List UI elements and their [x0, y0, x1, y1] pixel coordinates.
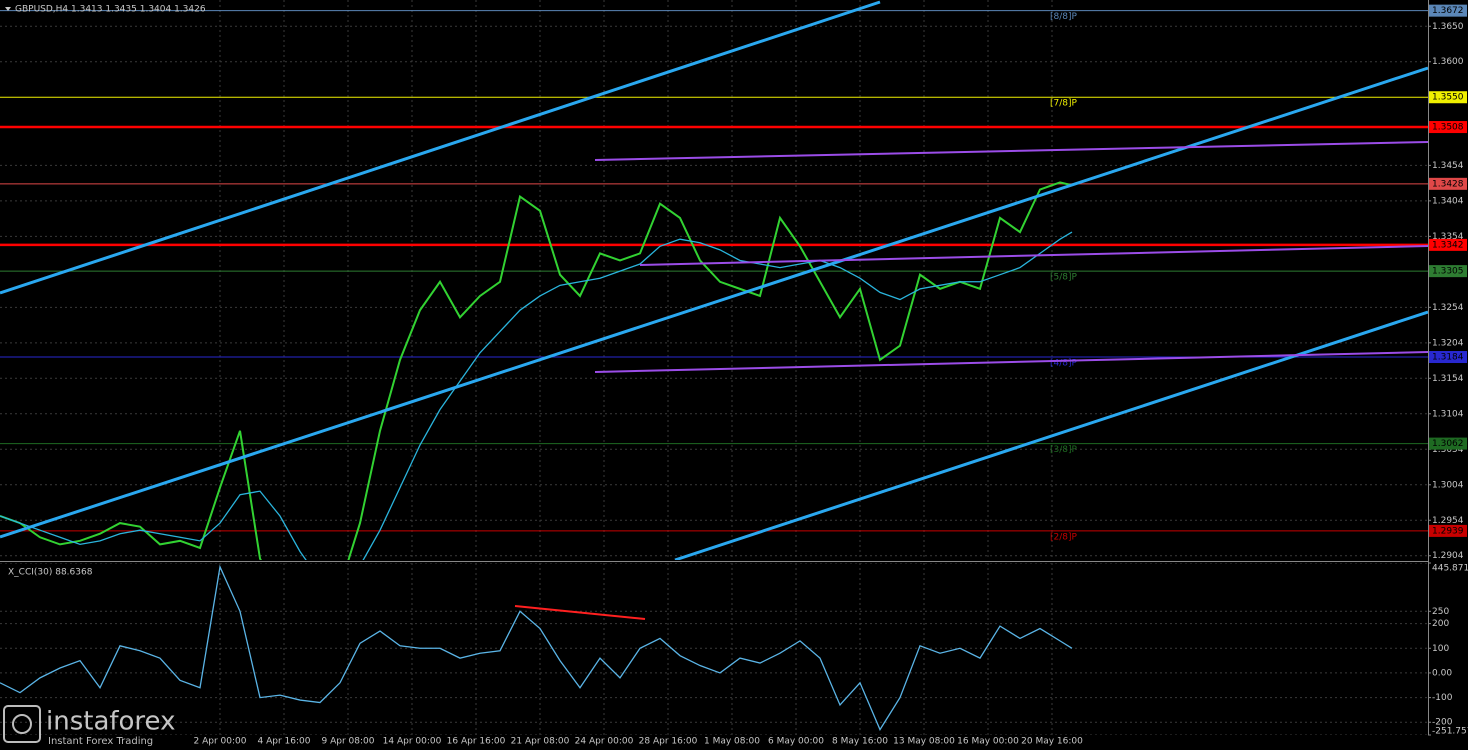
y-tick-label: 1.3600 [1432, 57, 1464, 67]
level-label: 1.3508 [1432, 123, 1464, 133]
level-tag: [8/8]P [1050, 12, 1078, 22]
level-tag: [7/8]P [1050, 99, 1078, 109]
x-tick-label: 16 Apr 16:00 [447, 737, 506, 747]
y-tick-label: 1.3454 [1432, 161, 1464, 171]
y-tick-label: 1.2904 [1432, 551, 1464, 561]
level-label-box [1429, 121, 1467, 134]
y-tick-label: 1.3154 [1432, 374, 1464, 384]
y-tick-label: 1.3354 [1432, 232, 1464, 242]
logo [12, 714, 32, 734]
level-tag: [3/8]P [1050, 445, 1078, 455]
x-tick-label: 2 Apr 00:00 [194, 737, 247, 747]
y-tick-label: 100 [1432, 644, 1449, 654]
x-tick-label: 1 May 08:00 [704, 737, 760, 747]
y-tick-label: 1.3404 [1432, 196, 1464, 206]
regression-line [594, 351, 1428, 373]
level-label-box [1429, 238, 1467, 251]
level-label: 1.2939 [1432, 526, 1464, 536]
y-tick-label: -200 [1432, 718, 1453, 728]
menu-triangle [5, 7, 11, 11]
y-tick-label: 1.3254 [1432, 303, 1464, 313]
level-label: 1.3305 [1432, 267, 1464, 277]
drawings [0, 0, 1428, 560]
level-label: 1.3550 [1432, 93, 1464, 103]
level-label: 1.3672 [1432, 6, 1464, 16]
y-tick-label: 1.3104 [1432, 409, 1464, 419]
series-line [0, 231, 1073, 560]
cci-panel [0, 563, 1428, 735]
level-tag: [4/8]P [1050, 359, 1078, 369]
x-tick-label: 9 Apr 08:00 [322, 737, 375, 747]
level-label-box [1429, 437, 1467, 450]
watermark-slogan: Instant Forex Trading [48, 736, 153, 747]
level-label-box [1429, 177, 1467, 190]
y-tick-label: 1.2954 [1432, 516, 1464, 526]
series-line [0, 564, 1073, 732]
watermark-name: instaforex [46, 707, 175, 737]
level-label-box [1429, 265, 1467, 278]
series-line [0, 181, 1073, 560]
y-tick-label: 1.3204 [1432, 338, 1464, 348]
x-tick-label: 28 Apr 16:00 [639, 737, 698, 747]
level-label-box [1429, 91, 1467, 104]
y-tick-label: 1.3004 [1432, 480, 1464, 490]
logo [3, 705, 41, 743]
x-tick-label: 14 Apr 00:00 [383, 737, 442, 747]
channel-line [674, 310, 1428, 560]
level-label: 1.3062 [1432, 439, 1464, 449]
watermark: instaforex Instant Forex Trading [3, 705, 175, 747]
y-tick-label: 1.3054 [1432, 445, 1464, 455]
channel-line [0, 0, 881, 295]
level-tag: [2/8]P [1050, 532, 1078, 542]
level-label-box [1429, 4, 1467, 17]
x-tick-label: 13 May 08:00 [893, 737, 955, 747]
x-tick-label: 21 Apr 08:00 [511, 737, 570, 747]
y-tick-label: 1.3650 [1432, 22, 1464, 32]
y-tick-label: -251.7578 [1432, 727, 1468, 737]
y-tick-label: -100 [1432, 693, 1453, 703]
level-label: 1.3428 [1432, 179, 1464, 189]
divergence-line [514, 605, 646, 620]
x-tick-label: 8 May 16:00 [832, 737, 888, 747]
y-tick-label: 445.8715 [1432, 564, 1468, 574]
regression-line [639, 245, 1428, 266]
axes: 2 Apr 00:00 4 Apr 16:00 9 Apr 08:00 14 Apr … [194, 4, 1468, 747]
x-tick-label: 20 May 16:00 [1021, 737, 1083, 747]
y-tick-label: 0.00 [1432, 668, 1452, 678]
y-tick-label: 200 [1432, 619, 1449, 629]
x-tick-label: 24 Apr 00:00 [575, 737, 634, 747]
level-label-box [1429, 524, 1467, 537]
level-tag: [5/8]P [1050, 273, 1078, 283]
x-tick-label: 6 May 00:00 [768, 737, 824, 747]
level-label-box [1429, 351, 1467, 364]
x-tick-label: 16 May 00:00 [957, 737, 1019, 747]
regression-line [594, 141, 1428, 161]
indicator-title: X_CCI(30) 88.6368 [8, 568, 93, 578]
chart-title: GBPUSD,H4 1.3413 1.3435 1.3404 1.3426 [15, 5, 206, 15]
level-label: 1.3184 [1432, 353, 1464, 363]
y-tick-label: 250 [1432, 607, 1449, 617]
level-label: 1.3342 [1432, 240, 1464, 250]
x-tick-label: 4 Apr 16:00 [258, 737, 311, 747]
